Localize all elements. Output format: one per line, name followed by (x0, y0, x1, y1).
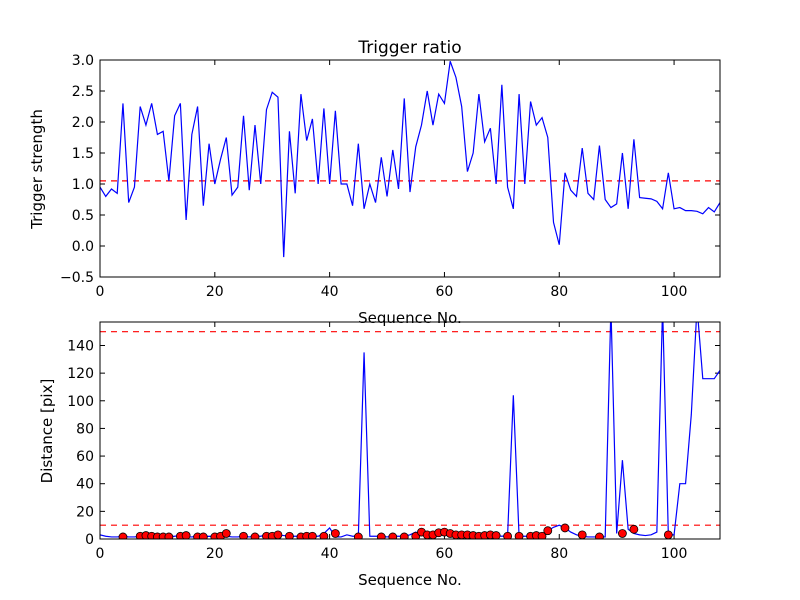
y-tick-label: 2.0 (72, 115, 94, 131)
y-tick-label: 1.5 (72, 146, 94, 162)
x-tick-label: 80 (550, 284, 568, 300)
y-ticks: −0.5 0.0 0.5 1.0 1.5 2.0 2.5 3.0 (60, 53, 720, 286)
y-tick-label: 140 (67, 338, 94, 354)
y-tick-label: 80 (76, 421, 94, 437)
x-tick-label: 100 (661, 284, 688, 300)
y-tick-label: −0.5 (60, 270, 94, 286)
x-tick-label: 100 (661, 546, 688, 562)
x-tick-label: 0 (96, 546, 105, 562)
marker-point (629, 524, 639, 534)
marker-point (250, 532, 260, 539)
marker-point (537, 531, 547, 539)
y-tick-label: 3.0 (72, 53, 94, 69)
y-axis-label: Trigger strength (28, 109, 46, 230)
y-tick-label: 0 (85, 532, 94, 548)
marker-point (319, 531, 329, 539)
marker-point (399, 532, 409, 539)
marker-point (330, 529, 340, 538)
marker-point (376, 532, 386, 539)
series-line (100, 61, 720, 258)
marker-point (514, 531, 524, 539)
x-tick-label: 60 (436, 284, 454, 300)
axes-frame (99, 59, 721, 278)
y-axis-label: Distance [pix] (38, 379, 56, 484)
clipped-plot (100, 61, 720, 258)
marker-point (618, 529, 627, 538)
y-tick-label: 40 (76, 477, 94, 493)
marker-point (221, 529, 231, 538)
marker-point (308, 531, 317, 539)
x-axis-label: Sequence No. (358, 309, 462, 327)
y-tick-label: 1.0 (72, 177, 94, 193)
marker-point (560, 523, 570, 533)
marker-point (239, 531, 248, 539)
y-tick-label: 0.0 (72, 239, 94, 255)
x-tick-label: 20 (206, 546, 224, 562)
y-tick-label: 100 (67, 394, 94, 410)
marker-point (181, 531, 191, 539)
x-tick-label: 0 (96, 284, 105, 300)
marker-point (503, 531, 512, 539)
marker-point (353, 532, 363, 539)
clipped-plot (100, 322, 720, 539)
axes-frame (99, 321, 721, 540)
marker-point (491, 531, 501, 539)
distance-chart: Sequence No. Distance [pix] 0 20 40 60 80 100… (38, 321, 721, 589)
marker-point (543, 526, 553, 536)
chart-title: Trigger ratio (357, 38, 461, 58)
plot-area (100, 61, 720, 258)
marker-point (285, 531, 294, 539)
x-tick-label: 40 (321, 546, 339, 562)
y-tick-label: 0.5 (72, 208, 94, 224)
y-tick-label: 2.5 (72, 84, 94, 100)
marker-point (273, 530, 283, 539)
x-tick-label: 60 (436, 546, 454, 562)
marker-point (118, 532, 128, 539)
plot-area (100, 322, 720, 539)
y-tick-label: 60 (76, 449, 94, 465)
x-axis-label: Sequence No. (358, 571, 462, 589)
marker-point (198, 532, 208, 539)
trigger-ratio-chart: Trigger ratio Sequence No. Trigger stren… (28, 38, 721, 327)
y-tick-label: 120 (67, 366, 94, 382)
marker-point (388, 532, 398, 539)
y-ticks: 0 20 40 60 80 100 120 140 (67, 338, 720, 548)
marker-point (577, 530, 587, 539)
y-tick-label: 20 (76, 504, 94, 520)
x-tick-label: 80 (550, 546, 568, 562)
marker-point (164, 532, 174, 539)
x-tick-label: 40 (321, 284, 339, 300)
marker-point (595, 532, 604, 539)
x-ticks: 0 20 40 60 80 100 (96, 60, 688, 300)
x-ticks: 0 20 40 60 80 100 (96, 322, 688, 562)
marker-point (663, 530, 673, 539)
x-tick-label: 20 (206, 284, 224, 300)
